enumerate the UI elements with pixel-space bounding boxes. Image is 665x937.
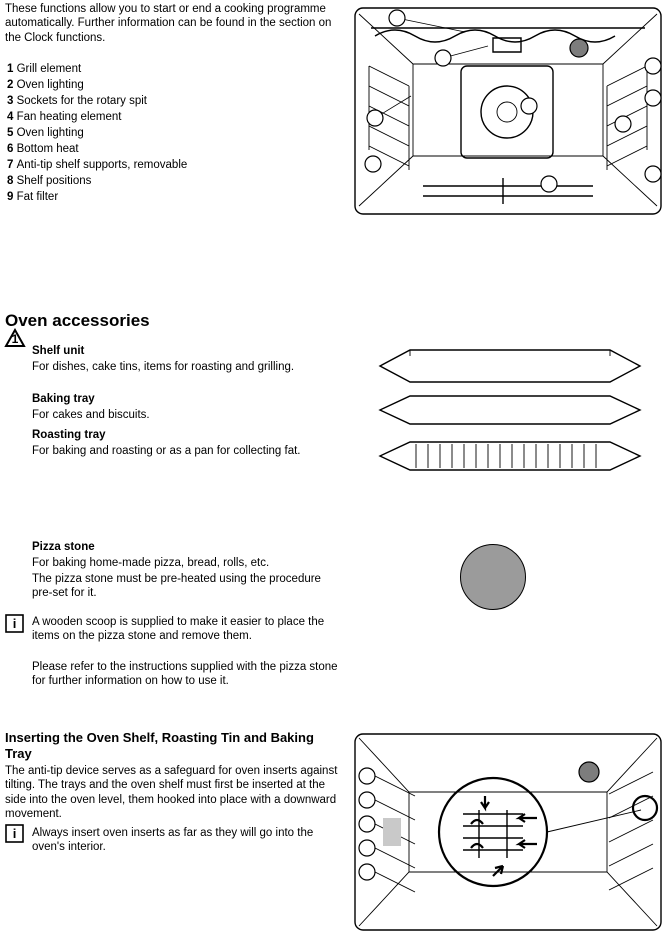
info-icon-2: i xyxy=(5,824,24,843)
insert-body: The anti-tip device serves as a safeguar… xyxy=(5,764,340,822)
co-2-l: Oven lighting xyxy=(17,79,84,91)
co-9-l: Fat filter xyxy=(17,191,59,203)
figure-trays xyxy=(376,346,644,476)
co-5-l: Oven lighting xyxy=(17,127,84,139)
co-4-n: 4 xyxy=(7,111,13,123)
info-icon-1: i xyxy=(5,614,24,633)
pizza-title: Pizza stone xyxy=(32,540,95,554)
tray-body: For cakes and biscuits. xyxy=(32,408,342,422)
warning-icon: 1 xyxy=(4,328,26,348)
accessories-title: Oven accessories xyxy=(5,310,150,331)
co-2-n: 2 xyxy=(7,79,13,91)
figure-oven-interior xyxy=(353,6,663,216)
co-7-l: Anti-tip shelf supports, removable xyxy=(17,159,188,171)
pizza-body1: For baking home-made pizza, bread, rolls… xyxy=(32,556,342,570)
warn-label: 1 xyxy=(12,332,19,346)
shelf-title: Shelf unit xyxy=(32,344,84,358)
co-5-n: 5 xyxy=(7,127,13,139)
figure-pizza-stone xyxy=(460,544,526,610)
page: These functions allow you to start or en… xyxy=(0,0,665,936)
co-4-l: Fan heating element xyxy=(17,111,122,123)
co-7-n: 7 xyxy=(7,159,13,171)
figure-anti-tip xyxy=(353,732,663,932)
svg-text:i: i xyxy=(13,616,17,631)
pizza-note2: Please refer to the instructions supplie… xyxy=(32,660,342,689)
co-3-n: 3 xyxy=(7,95,13,107)
co-1-l: Grill element xyxy=(17,63,82,75)
intro-cont: These functions allow you to start or en… xyxy=(5,2,340,45)
roast-title: Roasting tray xyxy=(32,428,106,442)
roast-body: For baking and roasting or as a pan for … xyxy=(32,444,342,458)
shelf-body: For dishes, cake tins, items for roastin… xyxy=(32,360,342,374)
co-8-l: Shelf positions xyxy=(17,175,92,187)
insert-note: Always insert oven inserts as far as the… xyxy=(32,826,342,855)
tray-title: Baking tray xyxy=(32,392,95,406)
co-6-n: 6 xyxy=(7,143,13,155)
insert-title: Inserting the Oven Shelf, Roasting Tin a… xyxy=(5,730,335,763)
co-6-l: Bottom heat xyxy=(17,143,79,155)
pizza-body2: The pizza stone must be pre-heated using… xyxy=(32,572,342,601)
co-1-n: 1 xyxy=(7,63,13,75)
co-3-l: Sockets for the rotary spit xyxy=(17,95,147,107)
svg-text:i: i xyxy=(13,826,17,841)
pizza-note1: A wooden scoop is supplied to make it ea… xyxy=(32,615,342,644)
co-9-n: 9 xyxy=(7,191,13,203)
co-8-n: 8 xyxy=(7,175,13,187)
